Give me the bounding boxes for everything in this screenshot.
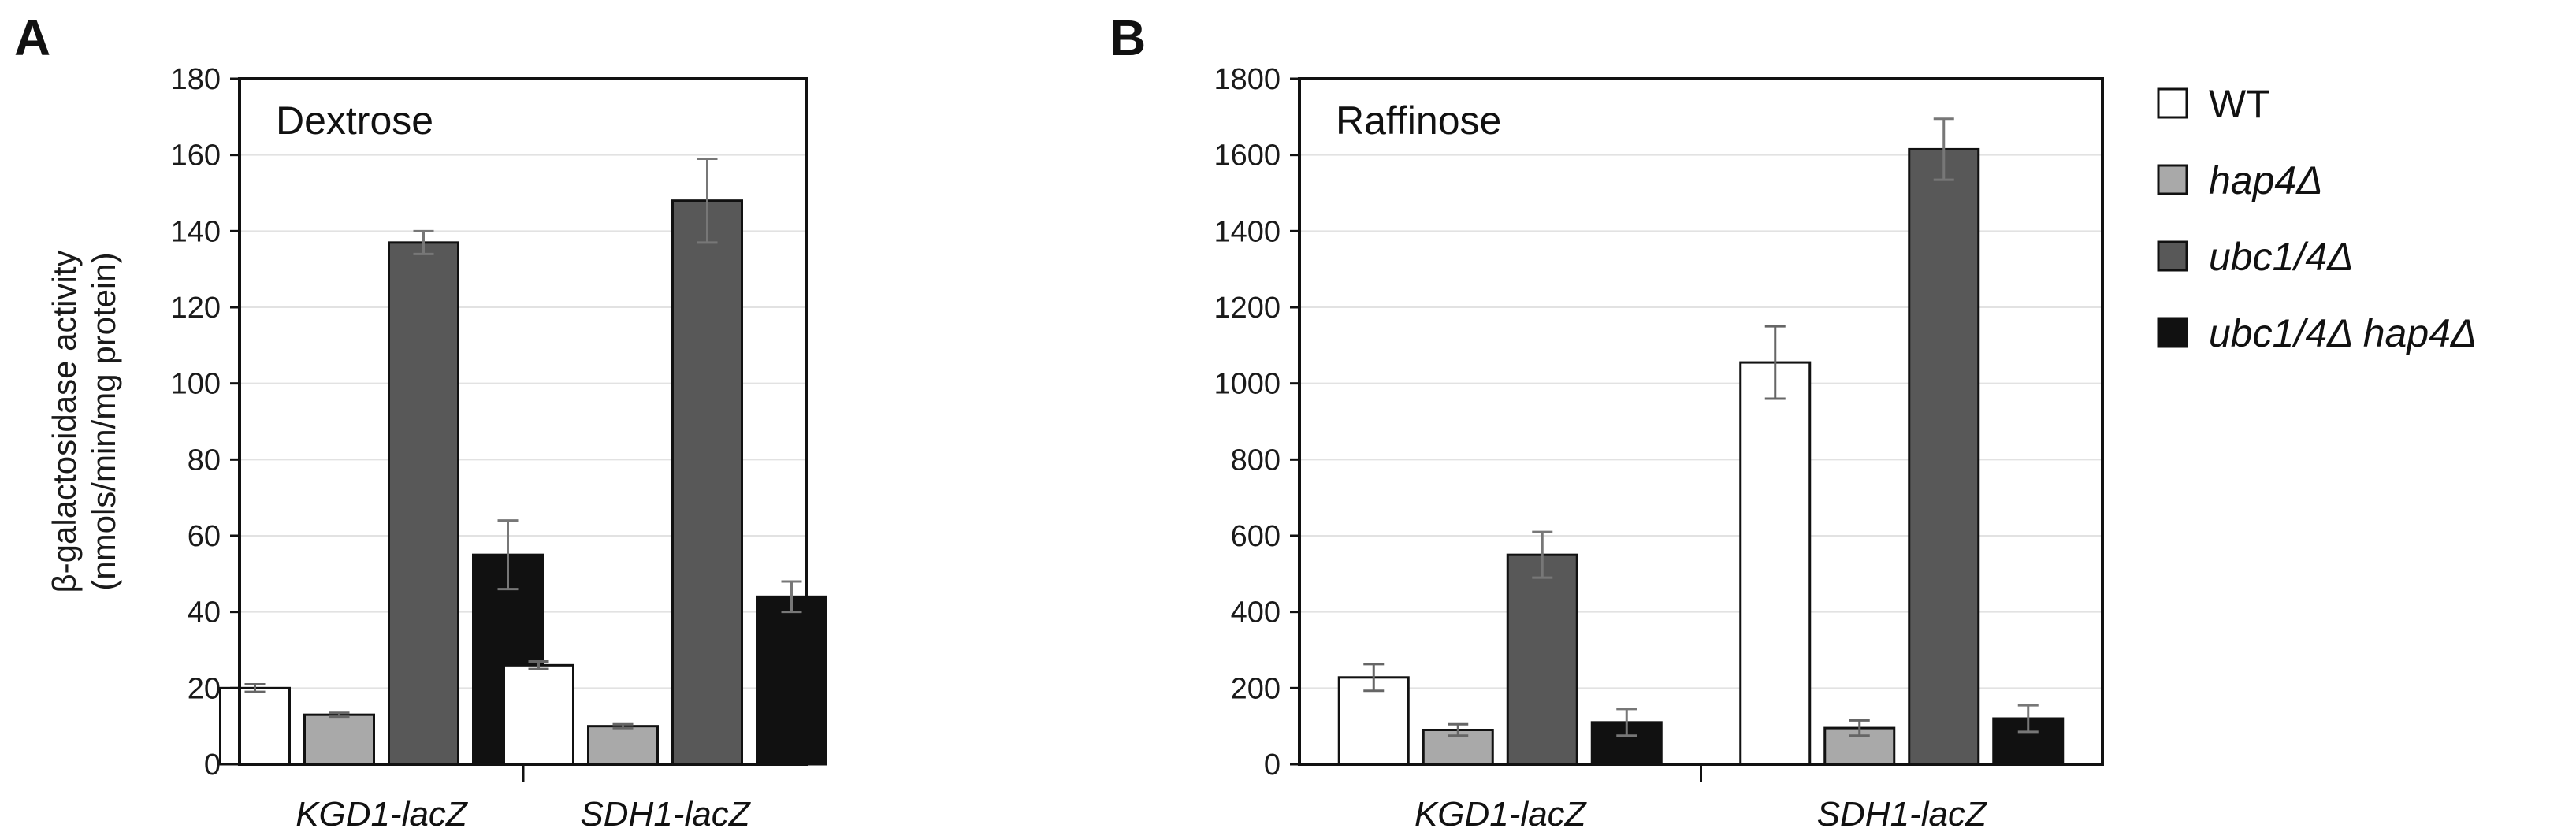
panel-b-y-tick-label: 1200	[1214, 292, 1281, 325]
panel-a-y-tick-label: 80	[188, 444, 221, 477]
panel-b-y-tick-label: 1600	[1214, 139, 1281, 173]
legend-label-3: ubc1/4Δ	[2209, 235, 2354, 279]
panel-b-y-tick-label: 0	[1264, 748, 1281, 782]
panel-b-bar-4-2	[1992, 717, 2065, 766]
legend-swatch-2	[2157, 164, 2188, 195]
panel-a-bar-1-2	[503, 663, 574, 766]
panel-a-y-tick-label: 160	[171, 139, 221, 173]
panel-b-y-tick-label: 200	[1231, 672, 1281, 705]
panel-a-y-tick-label: 140	[171, 215, 221, 248]
panel-a-bar-3-2	[671, 199, 743, 766]
legend-swatch-3	[2157, 240, 2188, 272]
panel-b-y-tick-label: 800	[1231, 444, 1281, 477]
panel-a-y-tick-label: 180	[171, 63, 221, 96]
panel-b-chart: KGD1-lacZ SDH1-lacZ 0 200 400 600 800 1000 1200 1…	[1110, 9, 2104, 832]
panel-a-category-label-2: SDH1-lacZ	[580, 795, 751, 832]
panel-b-y-tick-label: 1000	[1214, 368, 1281, 401]
panel-a-bar-4-2	[756, 595, 827, 766]
panel-a-y-axis-label-line-2: (nmols/min/mg protein)	[85, 252, 122, 590]
panel-a-y-tick-label: 40	[188, 596, 221, 630]
panel-a-title: Dextrose	[276, 98, 433, 143]
legend-label-2: hap4Δ	[2209, 158, 2323, 202]
panel-a-y-tick-label: 100	[171, 368, 221, 401]
panel-a-y-tick-label: 120	[171, 292, 221, 325]
panel-a-bar-1-1	[219, 686, 291, 766]
panel-b-bar-1-2	[1739, 361, 1812, 766]
panel-a-plot-frame	[238, 77, 808, 766]
panel-a-y-tick-label: 60	[188, 520, 221, 553]
legend-label-1: WT	[2209, 82, 2270, 126]
panel-a-y-axis-label-line-1: β-galactosidase activity	[46, 250, 83, 592]
panel-b-category-label-1: KGD1-lacZ	[1414, 795, 1588, 832]
panel-b-title: Raffinose	[1336, 98, 1501, 143]
panel-b-plot-frame	[1298, 77, 2104, 766]
panel-a-y-tick-label: 0	[204, 748, 221, 782]
panel-b-y-tick-label: 400	[1231, 596, 1281, 630]
panel-a-bar-2-1	[303, 713, 375, 766]
panel-a-y-tick-label: 20	[188, 672, 221, 705]
panel-a-letter: A	[14, 9, 50, 66]
legend-swatch-1	[2157, 87, 2188, 119]
panel-a-bar-2-2	[587, 725, 659, 766]
legend: WT hap4Δ ubc1/4Δ ubc1/4Δ hap4Δ	[2157, 82, 2477, 355]
panel-a-category-label-1: KGD1-lacZ	[296, 795, 469, 832]
legend-label-4: ubc1/4Δ hap4Δ	[2209, 311, 2477, 355]
panel-b-y-tick-label: 1800	[1214, 63, 1281, 96]
panel-a-bar-3-1	[388, 241, 459, 766]
panel-b-y-tick-label: 600	[1231, 520, 1281, 553]
legend-swatch-4	[2157, 317, 2188, 348]
panel-b-bar-3-1	[1506, 553, 1578, 766]
panel-b-category-label-2: SDH1-lacZ	[1817, 795, 1988, 832]
panel-b-letter: B	[1110, 9, 1146, 66]
panel-a-chart: KGD1-lacZ SDH1-lacZ 0 20 40 60 80 100 120 140 160 1…	[14, 9, 827, 832]
panel-b-y-tick-label: 1400	[1214, 215, 1281, 248]
panel-b-bar-3-2	[1908, 147, 1980, 766]
